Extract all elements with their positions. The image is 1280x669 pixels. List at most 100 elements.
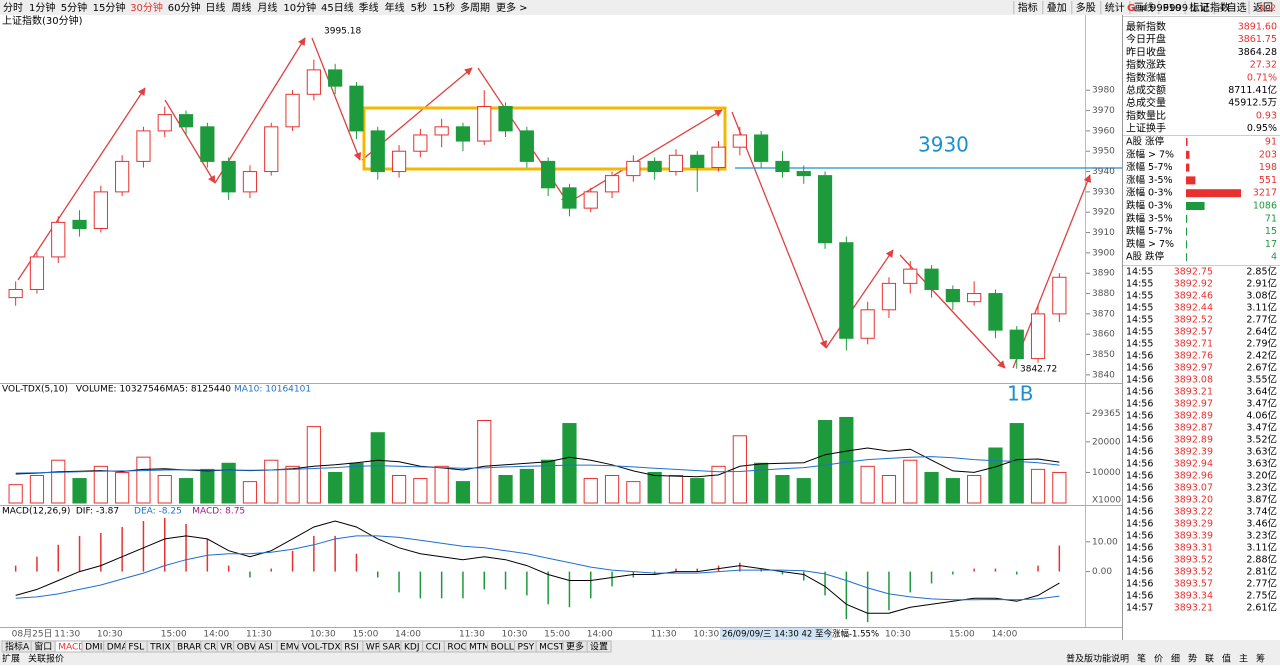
y-tick-label: 3900 — [1092, 248, 1115, 258]
status-item[interactable]: 笔 — [1137, 653, 1146, 665]
volume-bar — [349, 462, 364, 504]
tool-button[interactable]: +自选 — [1218, 1, 1246, 14]
status-item[interactable]: 价 — [1154, 654, 1163, 665]
indicator-tab[interactable]: CR — [204, 643, 217, 653]
indicator-tab[interactable]: DMA — [107, 643, 129, 653]
period-tab[interactable]: 更多 > — [496, 1, 528, 14]
status-item[interactable]: 筹 — [1256, 653, 1265, 665]
period-tab[interactable]: 1分钟 — [29, 1, 55, 14]
period-tab[interactable]: 10分钟 — [283, 1, 316, 14]
status-item[interactable]: 细 — [1171, 653, 1180, 665]
period-tab[interactable]: 季线 — [359, 1, 379, 14]
tick-volume: 2.75亿 — [1246, 590, 1277, 602]
status-item[interactable]: 值 — [1222, 653, 1231, 665]
indicator-tab[interactable]: EMV — [280, 643, 300, 653]
period-tab[interactable]: 月线 — [257, 1, 277, 14]
quote-value: 3861.75 — [1238, 34, 1277, 45]
period-tab[interactable]: 周线 — [231, 1, 251, 14]
dist-bar — [1186, 138, 1188, 146]
tool-button[interactable]: 标记 — [1189, 2, 1209, 14]
quote-value: 0.71% — [1247, 72, 1277, 83]
indicator-tab[interactable]: CCI — [426, 643, 441, 653]
period-tab[interactable]: 60分钟 — [168, 1, 201, 14]
status-item[interactable]: 主 — [1239, 653, 1248, 665]
dist-label: 涨幅 > 7% — [1126, 148, 1174, 160]
indicator-tab[interactable]: RSI — [344, 643, 359, 653]
quote-label: 昨日收盘 — [1126, 45, 1166, 58]
period-tab[interactable]: 5秒 — [411, 1, 427, 14]
indicator-tab[interactable]: MCST — [539, 643, 565, 653]
indicator-tab[interactable]: ROC — [447, 643, 467, 653]
indicator-tab[interactable]: KDJ — [404, 643, 420, 653]
indicator-tab[interactable]: MTM — [469, 643, 490, 653]
indicator-tab[interactable]: BOLL — [491, 643, 514, 653]
indicator-tab[interactable]: VR — [220, 643, 232, 653]
y-tick-label: 3920 — [1092, 208, 1115, 218]
volume-bar — [242, 481, 258, 504]
indicator-tab[interactable]: 更多 — [566, 641, 584, 653]
tick-time: 14:56 — [1126, 363, 1153, 374]
indicator-tab[interactable]: BRAR — [177, 643, 201, 653]
tool-button[interactable]: 叠加 — [1047, 2, 1067, 14]
tick-volume: 2.77亿 — [1246, 578, 1277, 590]
level-label: 3930 — [918, 133, 969, 157]
tick-price: 3893.39 — [1174, 531, 1213, 542]
period-tab[interactable]: 多周期 — [460, 1, 490, 14]
period-tab[interactable]: 45日线 — [321, 1, 354, 14]
candle-body — [136, 130, 151, 162]
period-tab[interactable]: 分时 — [3, 2, 23, 14]
indicator-tab[interactable]: MACD — [58, 643, 85, 653]
volume-bar — [178, 478, 194, 504]
volume-bar — [8, 484, 23, 504]
tool-button[interactable]: 多股 — [1076, 1, 1096, 14]
indicator-tab[interactable]: WR — [366, 643, 381, 653]
tick-volume: 3.63亿 — [1246, 458, 1277, 470]
cursor-box — [720, 628, 832, 640]
status-item[interactable]: 势 — [1188, 653, 1197, 665]
indicator-tab[interactable]: PSY — [518, 643, 535, 653]
period-tab[interactable]: 15秒 — [432, 1, 455, 14]
volume-bar — [881, 475, 897, 504]
period-tab[interactable]: 30分钟 — [130, 1, 163, 14]
candle-body — [29, 256, 45, 290]
indicator-tab[interactable]: VOL-TDX — [302, 643, 341, 653]
period-tab[interactable]: 15分钟 — [93, 1, 126, 14]
tool-button[interactable]: 返回 — [1253, 2, 1273, 14]
indicator-tab[interactable]: DMI — [85, 643, 102, 653]
legend-entry: MA5: 8125440 — [165, 385, 231, 395]
indicator-tab[interactable]: TRIX — [149, 643, 171, 653]
indicator-tab[interactable]: 设置 — [590, 642, 608, 653]
status-item[interactable]: 联 — [1205, 654, 1214, 665]
tool-button[interactable]: 统计 — [1105, 1, 1125, 14]
candle-body — [626, 160, 641, 177]
tool-button[interactable]: 画线 — [1134, 1, 1154, 14]
indicator-tab[interactable]: FSL — [128, 643, 144, 653]
indicator-tab[interactable]: 指标A — [5, 641, 30, 653]
status-item[interactable]: 关联报价 — [28, 653, 64, 665]
tool-button[interactable]: 指标 — [1018, 1, 1038, 14]
status-item[interactable]: 扩展 — [2, 653, 20, 665]
cursor-label: 26/09/09/三 14:30 42 至今涨幅-1.55% — [722, 629, 879, 640]
indicator-tab[interactable]: 窗口 — [34, 641, 52, 653]
indicator-tab[interactable]: OBV — [237, 643, 257, 653]
indicator-tab[interactable]: ASI — [258, 643, 273, 653]
x-tick-label: 10:30 — [97, 630, 123, 640]
y-tick-label: 3910 — [1092, 228, 1115, 238]
tick-volume: 2.79亿 — [1246, 338, 1277, 350]
tab-bg[interactable] — [586, 640, 612, 653]
y-tick-label: 3950 — [1092, 147, 1115, 157]
x-tick-label: 10:30 — [502, 630, 528, 640]
dist-label: 跌幅 5-7% — [1126, 225, 1173, 237]
indicator-tab[interactable]: SAR — [382, 643, 400, 653]
tick-price: 3892.57 — [1174, 327, 1213, 338]
status-item[interactable]: 普及版功能说明 — [1066, 653, 1129, 665]
tool-button[interactable]: F10 — [1163, 3, 1181, 14]
candle-body — [519, 130, 534, 162]
period-tab[interactable]: 年线 — [385, 1, 405, 14]
candle-body — [562, 187, 577, 209]
period-tab[interactable]: 5分钟 — [61, 1, 87, 14]
volume-bar — [72, 478, 87, 504]
candle-body — [328, 69, 343, 87]
period-tab[interactable]: 日线 — [205, 1, 225, 14]
